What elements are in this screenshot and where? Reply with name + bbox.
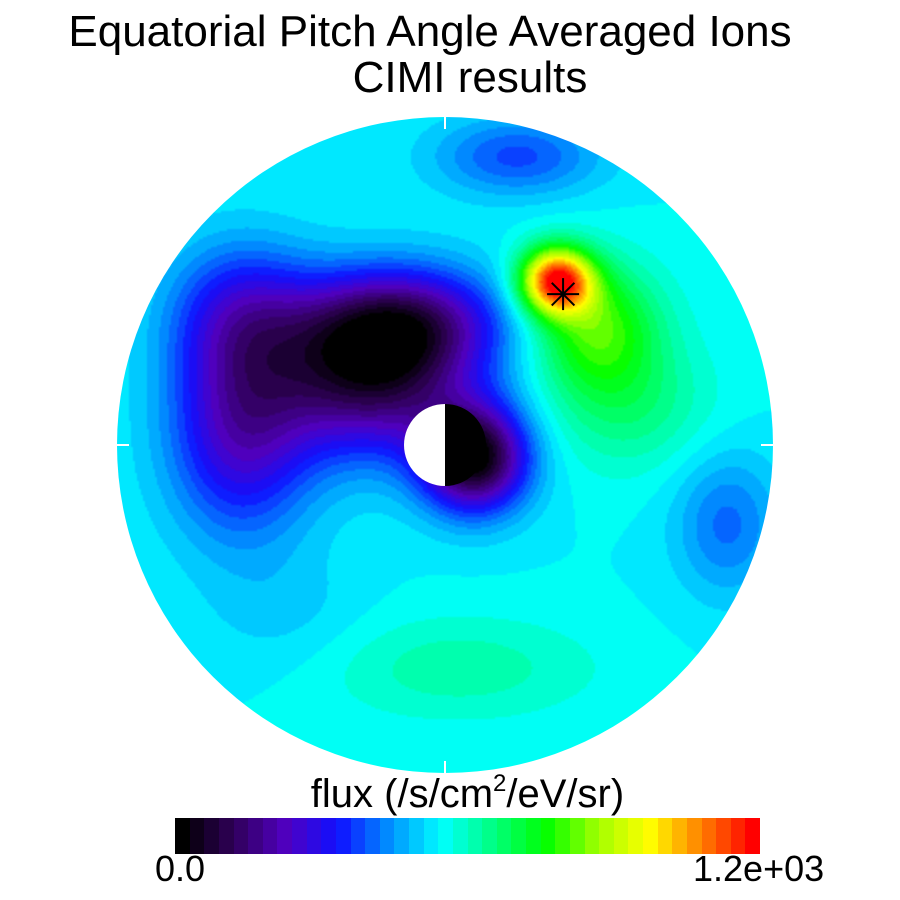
colorbar-segment (584, 818, 600, 854)
colorbar-segment (643, 818, 658, 854)
earth-night-side (445, 404, 486, 486)
colorbar-label-exponent: 2 (493, 770, 507, 797)
colorbar (175, 818, 760, 854)
colorbar-segment (496, 818, 512, 854)
colorbar-segment (248, 818, 263, 854)
colorbar-segment (482, 818, 497, 854)
colorbar-segment (686, 818, 702, 854)
colorbar-segment (555, 818, 570, 854)
colorbar-segment (204, 818, 219, 854)
colorbar-segment (730, 818, 746, 854)
colorbar-segment (379, 818, 395, 854)
colorbar-min-label: 0.0 (155, 848, 206, 889)
colorbar-label: flux (/s/cm2/eV/sr) (0, 772, 900, 817)
colorbar-segment (218, 818, 234, 854)
colorbar-segment (175, 818, 190, 854)
colorbar-segment (511, 818, 526, 854)
colorbar-segment (306, 818, 322, 854)
colorbar-segment (277, 818, 292, 854)
colorbar-segment (657, 818, 673, 854)
colorbar-segment (628, 818, 643, 854)
colorbar-label-suffix: /eV/sr) (506, 772, 625, 816)
colorbar-segment (467, 818, 483, 854)
chart-subtitle: CIMI results (352, 53, 588, 102)
colorbar-segment (365, 818, 380, 854)
colorbar-segment (335, 818, 351, 854)
asterisk-marker (547, 278, 580, 311)
colorbar-segment (716, 818, 731, 854)
colorbar-segment (438, 818, 453, 854)
colorbar-segment (599, 818, 614, 854)
colorbar-segment (321, 818, 336, 854)
colorbar-segment (350, 818, 366, 854)
colorbar-segment (452, 818, 468, 854)
colorbar-segment (292, 818, 307, 854)
chart-title: Equatorial Pitch Angle Averaged Ions (68, 7, 792, 56)
colorbar-segment (569, 818, 585, 854)
earth-day-side (404, 404, 445, 486)
colorbar-segment (189, 818, 205, 854)
colorbar-segment (394, 818, 409, 854)
colorbar-segment (233, 818, 249, 854)
colorbar-segment (701, 818, 717, 854)
colorbar-segment (526, 818, 541, 854)
colorbar-segment (409, 818, 424, 854)
colorbar-segment (423, 818, 439, 854)
colorbar-segment (613, 818, 629, 854)
colorbar-label-prefix: flux (/s/cm (310, 772, 494, 816)
colorbar-segment (672, 818, 687, 854)
colorbar-segment (745, 818, 760, 854)
colorbar-segment (262, 818, 278, 854)
colorbar-segment (540, 818, 556, 854)
colorbar-max-label: 1.2e+03 (693, 848, 825, 889)
